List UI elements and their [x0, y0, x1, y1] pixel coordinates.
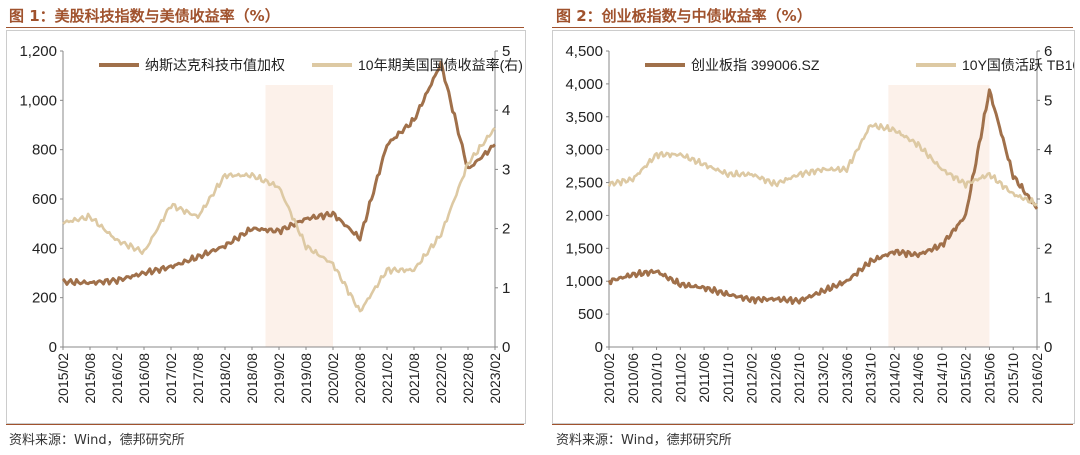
title-rule-right: [552, 27, 1073, 28]
y-left-tick-label: 2,500: [565, 175, 603, 192]
x-tick-label: 2011/06: [696, 353, 712, 403]
y-left-tick-label: 3,500: [565, 109, 603, 126]
source-rule-right: [552, 424, 1073, 425]
y-right-tick-label: 1: [1044, 290, 1052, 307]
x-tick-label: 2010/10: [649, 353, 665, 404]
source-note-right: 资料来源：Wind，德邦研究所: [556, 433, 732, 448]
y-right-tick-label: 3: [1044, 191, 1052, 208]
y-left-tick-label: 4,500: [565, 43, 603, 60]
x-tick-label: 2015/08: [82, 353, 98, 404]
x-tick-label: 2014/06: [910, 353, 926, 404]
y-right-tick-label: 3: [502, 161, 510, 178]
x-tick-label: 2017/02: [163, 353, 179, 404]
source-rule-left: [6, 424, 524, 425]
x-tick-label: 2012/06: [767, 353, 783, 404]
x-tick-label: 2011/02: [672, 353, 688, 403]
x-tick-label: 2017/08: [190, 353, 206, 404]
y-right-tick-label: 4: [502, 102, 510, 119]
shaded-period: [888, 85, 990, 347]
x-tick-label: 2022/08: [460, 353, 476, 404]
y-left-tick-label: 1,500: [565, 240, 603, 257]
y-left-tick-label: 1,000: [565, 273, 603, 290]
x-tick-label: 2013/10: [863, 353, 879, 404]
series-line-2: [62, 127, 496, 313]
y-right-tick-label: 1: [502, 280, 510, 297]
x-tick-label: 2014/02: [886, 353, 902, 404]
y-left-tick-label: 3,000: [565, 142, 603, 159]
x-tick-label: 2019/08: [298, 353, 314, 404]
x-tick-label: 2015/06: [981, 353, 997, 404]
x-tick-label: 2020/02: [325, 353, 341, 404]
chart-left: 0 200 400 600 800 1,000 1,200 0 1 2 3 4 5 2015/02 2015…: [19, 43, 523, 404]
series-line-1: [61, 60, 496, 287]
x-tick-label: 2015/02: [958, 353, 974, 404]
x-tick-label: 2010/06: [625, 353, 641, 404]
x-tick-label: 2022/02: [433, 353, 449, 404]
title-rule-left: [6, 27, 524, 28]
y-right-tick-label: 0: [1044, 339, 1052, 356]
y-left-tick-label: 0: [595, 339, 603, 356]
source-note-left: 资料来源：Wind，德邦研究所: [9, 433, 185, 448]
y-right-tick-label: 0: [502, 339, 510, 356]
y-left-tick-label: 200: [32, 290, 57, 307]
x-tick-label: 2016/02: [109, 353, 125, 404]
x-tick-label: 2010/02: [601, 353, 617, 404]
x-tick-label: 2021/02: [379, 353, 395, 404]
y-right-tick-label: 6: [1044, 43, 1052, 60]
y-right-tick-label: 4: [1044, 142, 1052, 159]
y-right-tick-label: 2: [1044, 240, 1052, 257]
figure-2-title: 图 2：创业板指数与中债收益率（%）: [556, 7, 812, 25]
y-left-tick-label: 800: [32, 142, 57, 159]
legend-label-2: 10年期美国国债收益率(右): [358, 57, 523, 73]
series-line-1: [607, 88, 1039, 305]
y-left-tick-label: 4,000: [565, 76, 603, 93]
series-line-2: [607, 122, 1038, 207]
x-tick-label: 2011/10: [720, 353, 736, 403]
legend-label-1: 纳斯达克科技市值加权: [145, 57, 285, 73]
x-tick-label: 2015/10: [1005, 353, 1021, 404]
x-tick-label: 2013/02: [815, 353, 831, 404]
x-tick-label: 2012/02: [744, 353, 760, 404]
y-right-tick-label: 2: [502, 221, 510, 238]
x-tick-label: 2016/08: [136, 353, 152, 404]
legend-label-2: 10Y国债活跃 TB10Y.WI: [962, 57, 1074, 73]
y-left-tick-label: 1,000: [19, 92, 57, 109]
x-tick-label: 2018/08: [244, 353, 260, 404]
y-left-tick-label: 2,000: [565, 207, 603, 224]
chart-panel-right: 0 500 1,000 1,500 2,000 2,500 3,000 3,500 4,000 4…: [552, 30, 1080, 424]
y-left-tick-label: 400: [32, 240, 57, 257]
figure-1-title: 图 1：美股科技指数与美债收益率（%）: [9, 7, 280, 25]
x-tick-label: 2021/08: [406, 353, 422, 404]
x-tick-label: 2020/08: [352, 353, 368, 404]
x-tick-label: 2018/02: [217, 353, 233, 404]
y-left-tick-label: 0: [49, 339, 57, 356]
x-tick-label: 2014/10: [934, 353, 950, 404]
x-tick-label: 2016/02: [1029, 353, 1045, 404]
chart-right: 0 500 1,000 1,500 2,000 2,500 3,000 3,500 4,000 4…: [565, 43, 1080, 404]
x-tick-label: 2012/10: [791, 353, 807, 404]
y-left-tick-label: 500: [578, 306, 603, 323]
x-tick-label: 2015/02: [55, 353, 71, 404]
y-right-tick-label: 5: [1044, 92, 1052, 109]
x-tick-label: 2019/02: [271, 353, 287, 404]
legend-label-1: 创业板指 399006.SZ: [691, 57, 820, 73]
y-left-tick-label: 1,200: [19, 43, 57, 60]
chart-panel-left: 0 200 400 600 800 1,000 1,200 0 1 2 3 4 5 2015/02 2015…: [6, 30, 526, 424]
x-tick-label: 2013/06: [839, 353, 855, 404]
y-left-tick-label: 600: [32, 191, 57, 208]
y-right-tick-label: 5: [502, 43, 510, 60]
x-tick-label: 2023/02: [487, 353, 503, 404]
